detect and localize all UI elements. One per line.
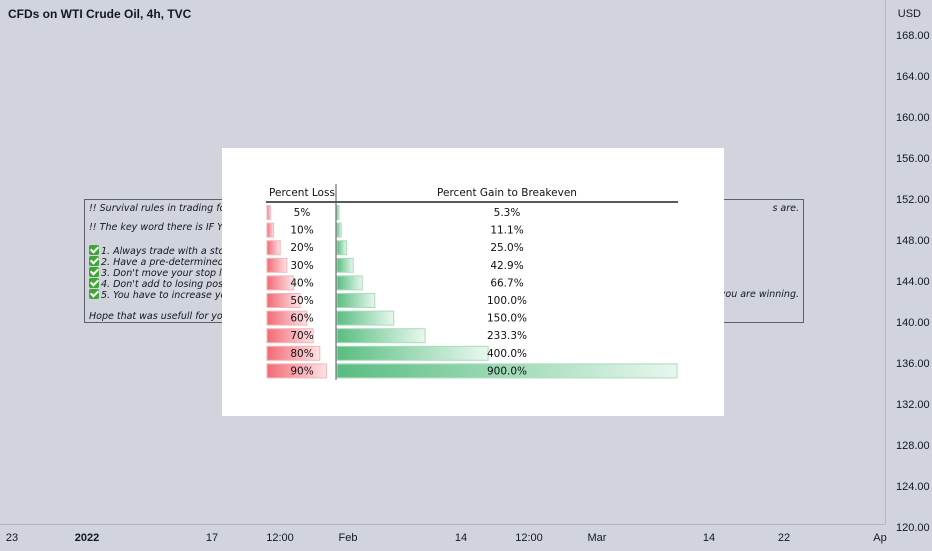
note-rule-text: 5. You have to increase yo: [101, 290, 227, 301]
gain-bar: [336, 275, 363, 291]
gain-bar: [336, 363, 678, 379]
time-tick: 2022: [74, 532, 100, 544]
note-rule-text: 1. Always trade with a sto: [101, 246, 225, 257]
check-mark-icon: [89, 278, 99, 288]
gain-value-label: 233.3%: [487, 330, 527, 342]
loss-value-label: 40%: [290, 277, 313, 289]
loss-bar: [266, 310, 308, 326]
loss-bar: [266, 275, 294, 291]
loss-bar: [266, 257, 288, 273]
loss-bar: [266, 363, 327, 379]
loss-value-label: 70%: [290, 330, 313, 342]
price-tick: 120.00: [896, 522, 930, 534]
note-rule-text: 2. Have a pre-determined: [101, 257, 224, 268]
time-tick: 12:00: [515, 532, 543, 544]
price-tick: 124.00: [896, 481, 930, 493]
loss-value-label: 50%: [290, 295, 313, 307]
price-unit-label[interactable]: USD: [897, 8, 921, 20]
price-tick: 156.00: [896, 153, 930, 165]
price-tick: 164.00: [896, 71, 930, 83]
note-rule-5: 5. You have to increase yo: [89, 289, 226, 301]
gain-value-label: 900.0%: [487, 365, 527, 377]
price-tick: 140.00: [896, 317, 930, 329]
loss-value-label: 30%: [290, 260, 313, 272]
symbol-title[interactable]: CFDs on WTI Crude Oil, 4h, TVC: [8, 7, 192, 21]
time-tick: 14: [702, 532, 716, 544]
note-rule-5-right: you are winning.: [719, 289, 799, 300]
breakeven-table-image[interactable]: Percent Loss Percent Gain to Breakeven 5…: [222, 148, 724, 416]
time-tick: 22: [777, 532, 791, 544]
time-tick: Mar: [587, 532, 607, 544]
gain-bar: [336, 205, 340, 220]
price-tick: 132.00: [896, 399, 930, 411]
gain-value-label: 100.0%: [487, 295, 527, 307]
gain-bar: [336, 310, 395, 326]
loss-bar: [266, 240, 281, 256]
gain-bar: [336, 345, 489, 361]
note-line-2: !! The key word there is IF YO: [89, 222, 231, 233]
check-mark-icon: [89, 289, 99, 299]
loss-value-label: 20%: [290, 242, 313, 254]
check-mark-icon: [89, 256, 99, 266]
time-tick: Ap: [873, 532, 887, 544]
loss-bar: [266, 293, 301, 308]
loss-bar: [266, 205, 271, 220]
note-line-1-right: s are.: [772, 203, 799, 214]
price-axis[interactable]: USD 168.00 164.00 160.00 156.00 152.00 148.00…: [885, 0, 932, 534]
note-rule-text: 4. Don't add to losing posi: [101, 279, 226, 290]
time-tick: 23: [5, 532, 19, 544]
loss-value-label: 80%: [290, 348, 313, 360]
time-tick: 14: [454, 532, 468, 544]
note-rule-2: 2. Have a pre-determined: [89, 256, 224, 268]
time-axis[interactable]: 23 2022 17 12:00 Feb 14 12:00 Mar 14 22 Ap: [0, 524, 887, 551]
note-closing: Hope that was usefull for you: [89, 311, 229, 322]
gain-bar: [336, 328, 426, 344]
note-rule-4: 4. Don't add to losing posi: [89, 278, 226, 290]
breakeven-table-svg: Percent Loss Percent Gain to Breakeven 5…: [266, 184, 678, 380]
price-tick: 160.00: [896, 112, 930, 124]
time-tick: 17: [205, 532, 219, 544]
loss-bar: [266, 222, 275, 238]
check-mark-icon: [89, 267, 99, 277]
note-rule-text: 3. Don't move your stop lo: [101, 268, 228, 279]
gain-value-label: 150.0%: [487, 313, 527, 325]
loss-bar: [266, 345, 321, 361]
loss-column-header: Percent Loss: [269, 187, 335, 199]
note-line-1: !! Survival rules in trading for: [89, 203, 230, 214]
chart-pane[interactable]: CFDs on WTI Crude Oil, 4h, TVC !! Surviv…: [0, 0, 885, 524]
note-rule-3: 3. Don't move your stop lo: [89, 267, 228, 279]
check-mark-icon: [89, 245, 99, 255]
gain-value-label: 400.0%: [487, 348, 527, 360]
price-tick: 168.00: [896, 30, 930, 42]
gain-value-label: 25.0%: [490, 242, 523, 254]
price-tick: 136.00: [896, 358, 930, 370]
loss-value-label: 60%: [290, 313, 313, 325]
gain-column-header: Percent Gain to Breakeven: [437, 187, 577, 199]
gain-value-label: 11.1%: [490, 225, 523, 237]
gain-bar: [336, 293, 376, 308]
loss-bar: [266, 328, 314, 344]
price-tick: 148.00: [896, 235, 930, 247]
note-rule-1: 1. Always trade with a sto: [89, 245, 224, 257]
loss-value-label: 10%: [290, 225, 313, 237]
gain-value-label: 66.7%: [490, 277, 523, 289]
table-rows: 5% 5.3% 10% 11.1% 20% 25.0% 30% 42.9% 40% 66.7% 50…: [266, 205, 678, 379]
gain-value-label: 5.3%: [494, 207, 521, 219]
gain-value-label: 42.9%: [490, 260, 523, 272]
gain-bar: [336, 240, 347, 256]
gain-bar: [336, 257, 354, 273]
loss-value-label: 5%: [294, 207, 311, 219]
price-tick: 144.00: [896, 276, 930, 288]
price-tick: 128.00: [896, 440, 930, 452]
loss-value-label: 90%: [290, 365, 313, 377]
time-tick: Feb: [338, 532, 358, 544]
gain-bar: [336, 222, 342, 238]
time-tick: 12:00: [266, 532, 294, 544]
price-tick: 152.00: [896, 194, 930, 206]
